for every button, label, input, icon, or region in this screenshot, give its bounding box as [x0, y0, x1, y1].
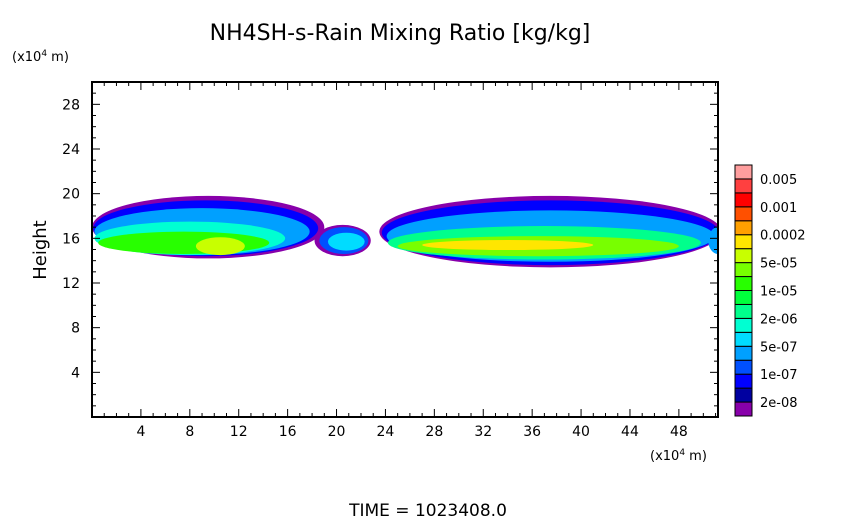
field-region: [422, 240, 594, 251]
y-tick-label: 8: [71, 321, 80, 337]
colorbar-label: 1e-05: [760, 285, 798, 300]
time-footer: TIME = 1023408.0: [348, 501, 507, 519]
y-tick-label: 20: [62, 187, 80, 203]
x-tick-label: 44: [621, 424, 639, 440]
colorbar-swatch: [734, 331, 753, 347]
colorbar-swatch: [734, 373, 753, 389]
colorbar-label: 0.005: [760, 173, 797, 188]
y-unit-label: (x104 m): [12, 49, 69, 65]
colorbar-swatch: [734, 345, 753, 361]
colorbar-swatch: [734, 401, 753, 417]
colorbar-label: 0.001: [760, 201, 797, 216]
x-tick-label: 36: [523, 424, 541, 440]
x-tick-label: 8: [185, 424, 194, 440]
field-region: [708, 227, 718, 254]
colorbar-swatch: [734, 303, 753, 319]
colorbar-label: 2e-06: [760, 312, 798, 327]
y-tick-label: 4: [71, 365, 80, 381]
chart-title: NH4SH-s-Rain Mixing Ratio [kg/kg]: [210, 21, 591, 46]
x-tick-label: 24: [377, 424, 395, 440]
x-tick-label: 16: [279, 424, 297, 440]
colorbar-label: 0.0002: [760, 229, 806, 244]
y-tick-label: 12: [62, 276, 80, 292]
field-region: [195, 237, 245, 256]
colorbar-label: 2e-08: [760, 396, 798, 411]
colorbar-swatch: [734, 192, 753, 208]
field-region: [98, 231, 270, 254]
y-tick-label: 16: [62, 231, 80, 247]
colorbar-swatch: [734, 234, 753, 250]
colorbar-swatch: [734, 359, 753, 375]
colorbar-swatch: [734, 164, 753, 180]
x-tick-label: 32: [474, 424, 492, 440]
x-tick-label: 28: [425, 424, 443, 440]
y-tick-label: 24: [62, 142, 80, 158]
colorbar-swatch: [734, 262, 753, 278]
x-tick-label: 12: [230, 424, 248, 440]
colorbar-swatch: [734, 276, 753, 291]
colorbar-swatch: [734, 206, 753, 222]
colorbar-label: 5e-07: [760, 340, 798, 355]
colorbar-swatch: [734, 248, 753, 264]
colorbar-swatch: [734, 220, 753, 236]
colorbar-swatch: [734, 317, 753, 333]
y-axis-label: Height: [30, 220, 51, 280]
field-region: [327, 232, 365, 251]
y-tick-label: 28: [62, 97, 80, 113]
colorbar-swatch: [734, 178, 753, 194]
field-layer: [92, 195, 718, 268]
colorbar-swatch: [734, 290, 753, 305]
colorbar-label: 1e-07: [760, 368, 798, 383]
x-unit-label: (x104 m): [650, 448, 707, 464]
colorbar: 2e-08 1e-07 5e-07 2e-06 1e-05 5e-05 0.0002 0.00…: [734, 164, 806, 417]
colorbar-label: 5e-05: [760, 257, 798, 272]
x-tick-label: 4: [136, 424, 145, 440]
x-tick-label: 40: [572, 424, 590, 440]
x-tick-label: 48: [670, 424, 688, 440]
x-tick-label: 20: [328, 424, 346, 440]
colorbar-swatch: [734, 387, 753, 403]
